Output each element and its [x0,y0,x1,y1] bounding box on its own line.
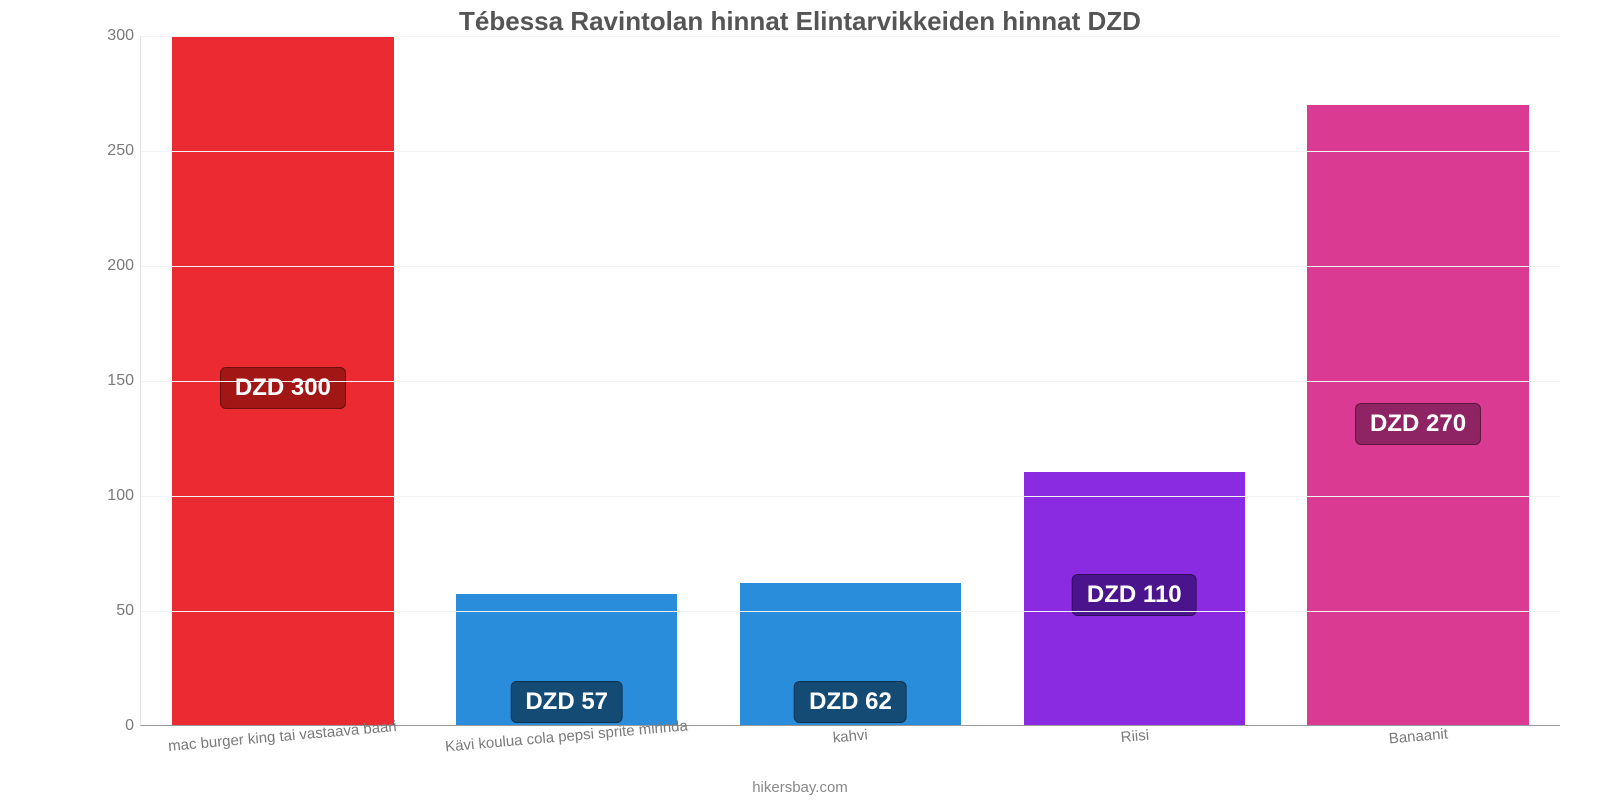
bar: DZD 270 [1307,105,1528,725]
chart-title: Tébessa Ravintolan hinnat Elintarvikkeid… [0,6,1600,37]
y-tick-label: 0 [74,717,134,735]
bar: DZD 57 [456,594,677,725]
x-axis-label: Banaanit [1276,728,1560,778]
value-badge: DZD 270 [1355,403,1481,445]
x-axis-labels: mac burger king tai vastaava baariKävi k… [140,728,1560,778]
gridline [141,266,1560,267]
y-tick-label: 250 [74,142,134,160]
bar: DZD 62 [740,583,961,725]
value-badge: DZD 57 [510,681,623,723]
x-axis-label: mac burger king tai vastaava baari [140,728,424,778]
bar: DZD 110 [1024,472,1245,725]
value-badge: DZD 110 [1072,574,1197,616]
x-axis-label: kahvi [708,728,992,778]
value-badge: DZD 62 [794,681,907,723]
gridline [141,36,1560,37]
gridline [141,381,1560,382]
y-tick-label: 100 [74,487,134,505]
y-tick-label: 50 [74,602,134,620]
x-axis-label: Kävi koulua cola pepsi sprite mirinda [424,728,708,778]
gridline [141,151,1560,152]
attribution-text: hikersbay.com [0,779,1600,796]
y-tick-label: 150 [74,372,134,390]
gridline [141,496,1560,497]
y-tick-label: 200 [74,257,134,275]
plot-area: DZD 300 DZD 57 DZD 62 DZD 110 DZD 270 [140,36,1560,726]
y-tick-label: 300 [74,27,134,45]
value-badge: DZD 300 [220,367,346,409]
price-bar-chart: Tébessa Ravintolan hinnat Elintarvikkeid… [0,0,1600,800]
x-axis-label: Riisi [992,728,1276,778]
gridline [141,611,1560,612]
